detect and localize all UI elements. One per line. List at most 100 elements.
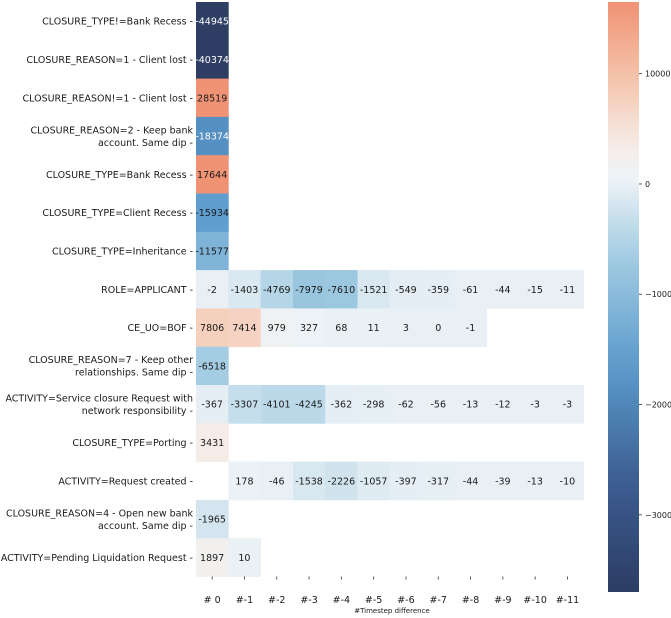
row-label: CLOSURE_REASON=1 - Client lost - bbox=[26, 55, 193, 66]
column-label: #-6 bbox=[397, 595, 414, 606]
row-label: CLOSURE_TYPE=Porting - bbox=[72, 438, 193, 449]
cell-value-label: 28519 bbox=[197, 93, 227, 104]
heatmap-cell bbox=[228, 385, 261, 424]
cell-value-label: -4769 bbox=[263, 285, 291, 296]
heatmap-cell bbox=[551, 270, 584, 309]
heatmap-cell-labels: -44945 -40374 28519 -18374 17644 -15934 -11577… bbox=[195, 17, 575, 564]
cell-value-label: -3307 bbox=[231, 400, 259, 411]
heatmap-cell bbox=[486, 270, 520, 309]
column-label: #-2 bbox=[268, 595, 285, 606]
heatmap-cell bbox=[519, 270, 552, 309]
cell-value-label: 3 bbox=[403, 323, 409, 334]
heatmap-cell bbox=[519, 461, 552, 501]
cell-value-label: -549 bbox=[395, 285, 417, 296]
heatmap-cell bbox=[196, 231, 229, 271]
heatmap-cell bbox=[325, 270, 358, 309]
cell-value-label: -1057 bbox=[360, 476, 388, 487]
heatmap-cell bbox=[196, 308, 229, 348]
cell-value-label: -3 bbox=[563, 400, 572, 411]
heatmap-cell bbox=[454, 308, 488, 348]
row-label: ACTIVITY=Service closure Request with net… bbox=[5, 393, 193, 417]
cell-value-label: -7979 bbox=[295, 285, 323, 296]
heatmap-cell bbox=[422, 461, 455, 501]
heatmap-cell bbox=[196, 538, 229, 577]
cell-value-label: -11577 bbox=[195, 246, 229, 257]
colorbar-tick-label: −10000 bbox=[645, 290, 671, 299]
heatmap-cell bbox=[260, 270, 294, 309]
heatmap-cell bbox=[486, 385, 520, 424]
cell-value-label: 327 bbox=[300, 323, 318, 334]
colorbar-tick-label: −20000 bbox=[645, 401, 671, 410]
heatmap-cell bbox=[357, 461, 391, 501]
cell-value-label: -1965 bbox=[198, 515, 226, 526]
row-label: CLOSURE_REASON=7 - Keep other relationshi… bbox=[29, 355, 193, 379]
colorbar-tick-label: 10000 bbox=[645, 70, 670, 79]
cell-value-label: -2226 bbox=[328, 476, 356, 487]
cell-value-label: -7610 bbox=[328, 285, 356, 296]
heatmap-cell bbox=[228, 538, 261, 577]
cell-value-label: -39 bbox=[495, 476, 511, 487]
heatmap-cell bbox=[357, 270, 391, 309]
heatmap-cell bbox=[551, 461, 584, 501]
heatmap-cell bbox=[260, 385, 294, 424]
heatmap-cell bbox=[551, 385, 584, 424]
cell-value-label: -11 bbox=[560, 285, 576, 296]
heatmap-cell bbox=[519, 385, 552, 424]
cell-value-label: -44 bbox=[463, 476, 479, 487]
heatmap-cell bbox=[357, 385, 391, 424]
heatmap-cell bbox=[196, 193, 229, 233]
heatmap-cell bbox=[292, 308, 326, 348]
heatmap-cell bbox=[260, 461, 294, 501]
column-label: #-4 bbox=[333, 595, 350, 606]
heatmap-cell bbox=[454, 385, 488, 424]
heatmap-cell bbox=[196, 2, 229, 41]
cell-value-label: -40374 bbox=[195, 55, 229, 66]
row-label: CE_UO=BOF - bbox=[127, 323, 193, 334]
cell-value-label: 1897 bbox=[200, 553, 224, 564]
heatmap-cell bbox=[196, 78, 229, 118]
heatmap-cell bbox=[228, 270, 261, 309]
heatmap-cell bbox=[325, 308, 358, 348]
row-label: CLOSURE_TYPE!=Bank Recess - bbox=[42, 17, 193, 28]
cell-value-label: -359 bbox=[427, 285, 449, 296]
heatmap-cell bbox=[357, 308, 391, 348]
cell-value-label: -15934 bbox=[195, 208, 229, 219]
cell-value-label: -46 bbox=[269, 476, 285, 487]
cell-value-label: -61 bbox=[463, 285, 479, 296]
cell-value-label: -13 bbox=[527, 476, 543, 487]
cell-value-label: -6518 bbox=[198, 361, 226, 372]
cell-value-label: -62 bbox=[398, 400, 414, 411]
row-label: ROLE=APPLICANT - bbox=[101, 285, 193, 296]
row-label: CLOSURE_TYPE=Bank Recess - bbox=[46, 170, 193, 181]
cell-value-label: 7806 bbox=[200, 323, 224, 334]
row-labels: CLOSURE_TYPE!=Bank Recess - CLOSURE_REASO… bbox=[1, 17, 194, 564]
heatmap-cell bbox=[389, 308, 423, 348]
cell-value-label: 979 bbox=[268, 323, 286, 334]
cell-value-label: 3431 bbox=[200, 438, 224, 449]
heatmap-cell bbox=[389, 385, 423, 424]
row-label: ACTIVITY=Pending Liquidation Request - bbox=[1, 553, 193, 564]
heatmap-cell bbox=[196, 423, 229, 462]
cell-value-label: -56 bbox=[430, 400, 446, 411]
cell-value-label: -4245 bbox=[295, 400, 323, 411]
cell-value-label: -44945 bbox=[195, 17, 229, 28]
cell-value-label: 10 bbox=[238, 553, 250, 564]
colorbar-gradient bbox=[608, 2, 639, 592]
heatmap-cell bbox=[196, 116, 229, 156]
cell-value-label: 0 bbox=[435, 323, 441, 334]
cell-value-label: -44 bbox=[495, 285, 511, 296]
heatmap-cell bbox=[325, 461, 358, 501]
column-label: #-3 bbox=[300, 595, 317, 606]
column-label: #-1 bbox=[236, 595, 253, 606]
cell-value-label: -1521 bbox=[360, 285, 388, 296]
column-label: # 0 bbox=[204, 595, 221, 606]
row-label: CLOSURE_TYPE=Inheritance - bbox=[52, 246, 193, 257]
heatmap-cell bbox=[422, 308, 455, 348]
heatmap-cell bbox=[422, 385, 455, 424]
column-label: #-7 bbox=[430, 595, 447, 606]
column-label: #-9 bbox=[494, 595, 511, 606]
column-label: #-10 bbox=[523, 595, 546, 606]
heatmap-cell bbox=[292, 270, 326, 309]
heatmap-cells bbox=[196, 2, 584, 577]
heatmap-cell bbox=[228, 308, 261, 348]
